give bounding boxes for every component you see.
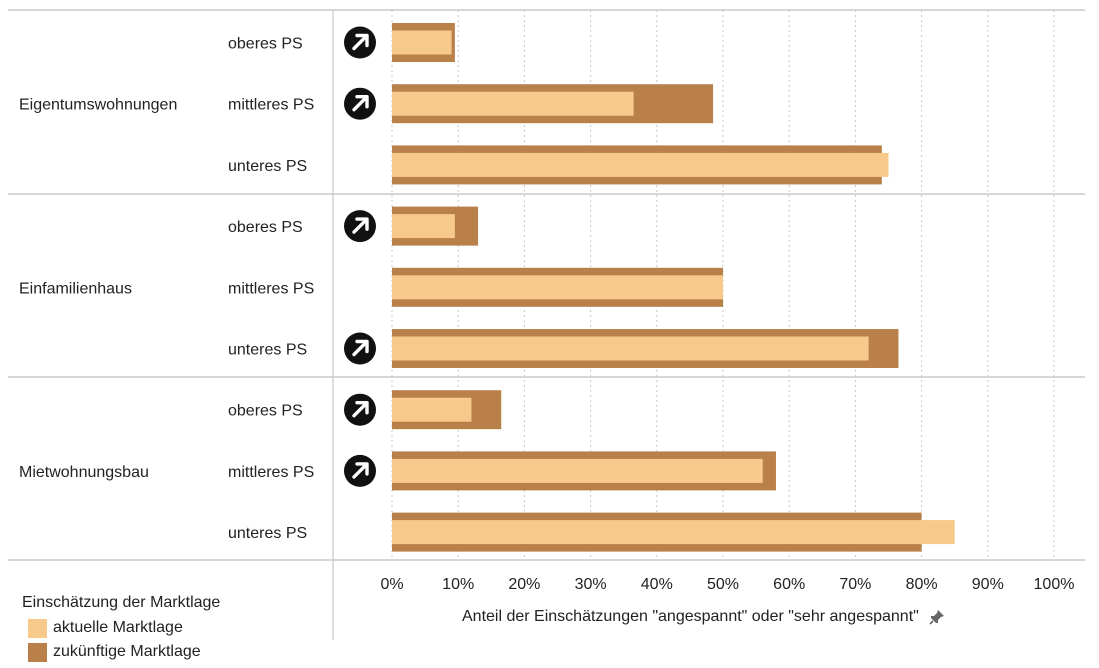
trend-arrow-shaft [352,464,367,479]
bar-current [392,336,869,361]
x-axis-title: Anteil der Einschätzungen "angespannt" o… [462,608,919,625]
row-label: unteres PS [228,342,307,359]
trend-arrow-head [355,33,369,48]
row-label: unteres PS [228,158,307,175]
group-label: Einfamilienhaus [19,280,132,297]
legend-item-current: aktuelle Marktlage [22,616,220,640]
trend-arrow-shaft [352,97,367,112]
row-label: oberes PS [228,403,303,420]
trend-arrow-head [355,95,369,109]
bar-current [392,30,452,55]
x-tick-label: 70% [839,576,871,593]
x-tick-label: 20% [508,576,540,593]
legend-label-current: aktuelle Marktlage [53,619,183,636]
x-tick-label: 30% [575,576,607,593]
row-label: mittleres PS [228,464,314,481]
legend-label-future: zukünftige Marktlage [53,643,201,660]
row-label: unteres PS [228,525,307,542]
legend-swatch-future [28,642,47,662]
x-tick-label: 60% [773,576,805,593]
trend-arrow-shaft [352,403,367,418]
x-tick-label: 90% [972,576,1004,593]
trend-arrow-head [355,462,369,476]
trend-arrow-shaft [352,341,367,357]
x-tick-label: 100% [1034,576,1075,593]
row-label: mittleres PS [228,280,314,297]
row-label: oberes PS [228,36,303,53]
x-tick-label: 50% [707,576,739,593]
group-label: Eigentumswohnungen [19,97,177,114]
legend-swatch-current [28,618,47,638]
x-tick-label: 10% [442,576,474,593]
legend-item-future: zukünftige Marktlage [22,640,220,664]
row-label: mittleres PS [228,97,314,114]
pin-icon[interactable] [929,609,945,625]
trend-arrow-shaft [352,35,367,51]
bar-current [392,152,889,177]
x-tick-label: 80% [906,576,938,593]
trend-arrow-head [355,217,369,231]
legend: Einschätzung der Marktlage aktuelle Mark… [22,594,220,664]
bar-current [392,520,955,545]
x-tick-label: 40% [641,576,673,593]
x-axis-title-wrap: Anteil der Einschätzungen "angespannt" o… [462,608,945,626]
bar-current [392,214,455,239]
bar-current [392,275,723,300]
legend-title: Einschätzung der Marktlage [22,594,221,611]
bar-current [392,91,634,116]
bar-current [392,458,763,483]
trend-arrow-head [355,339,369,354]
x-tick-label: 0% [380,576,403,593]
group-label: Mietwohnungsbau [19,464,149,481]
trend-arrow-head [355,401,369,415]
trend-arrow-shaft [352,219,367,234]
row-label: oberes PS [228,219,303,236]
bar-current [392,397,472,422]
